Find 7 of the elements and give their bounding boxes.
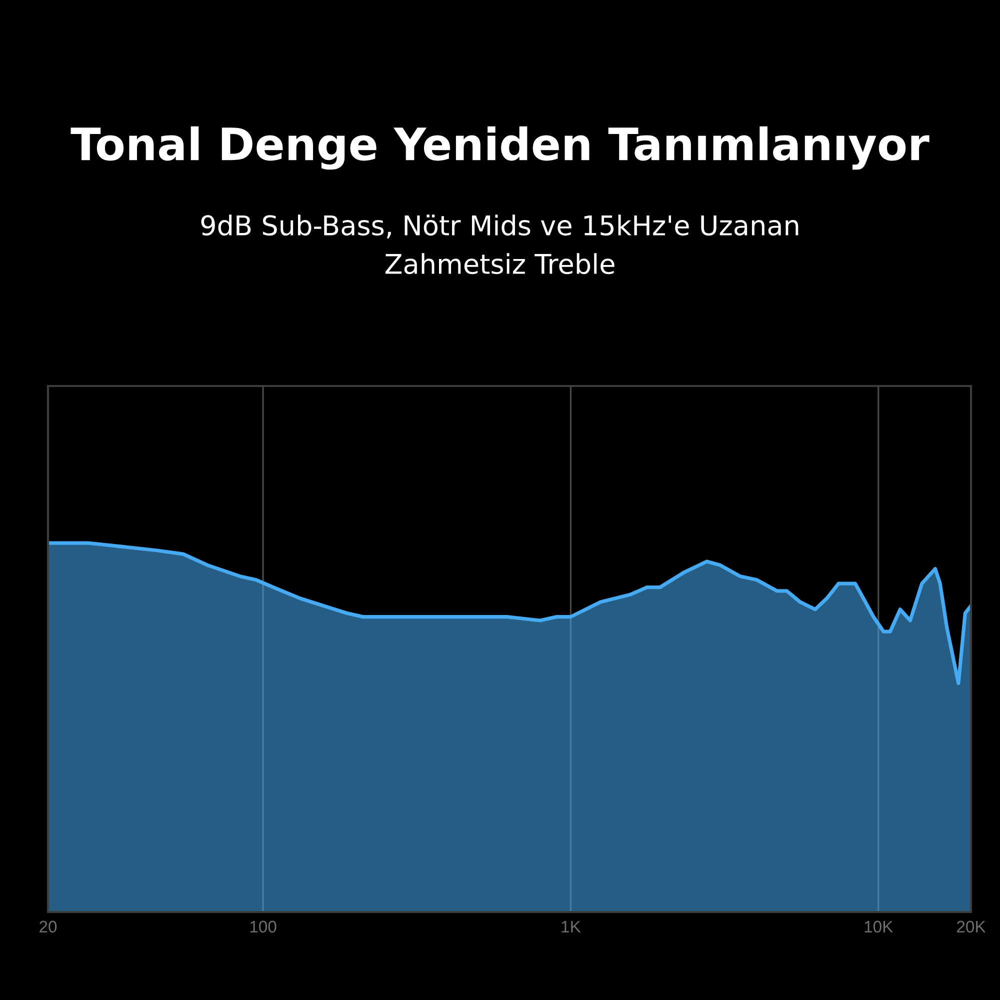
chart-title: Tonal Denge Yeniden Tanımlanıyor xyxy=(70,126,930,170)
chart-subtitle: 9dB Sub-Bass, Nötr Mids ve 15kHz'e Uzanan Zahmetsiz Treble xyxy=(201,214,798,274)
x-tick-label: 10K xyxy=(864,920,894,933)
x-tick-label: 1K xyxy=(562,920,581,932)
x-tick-label: 100 xyxy=(250,920,276,933)
x-tick-label: 20K xyxy=(957,920,986,933)
x-tick-label: 20 xyxy=(40,920,57,933)
